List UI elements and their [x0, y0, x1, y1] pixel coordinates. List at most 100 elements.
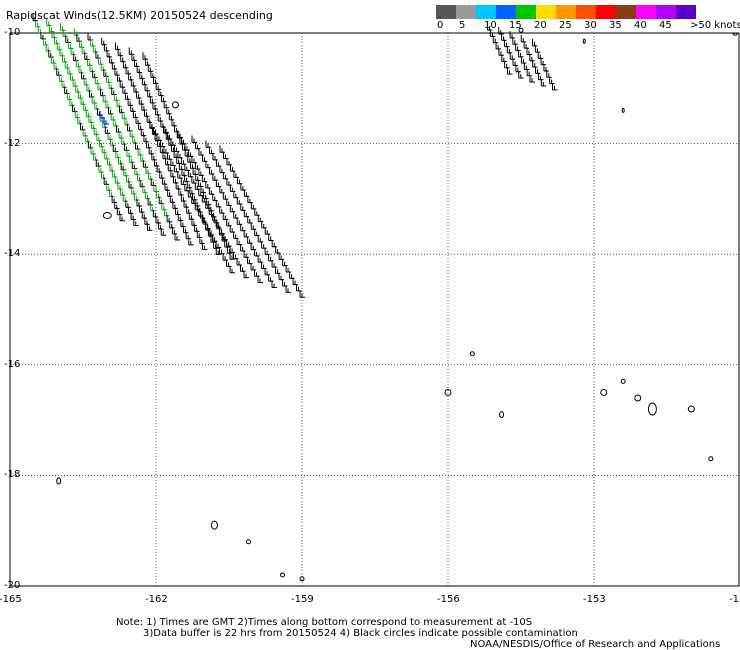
wind-barb: [173, 164, 180, 173]
wind-barb: [247, 195, 253, 204]
wind-barb: [257, 275, 263, 284]
legend-swatch: [436, 5, 456, 19]
wind-barb: [32, 13, 38, 22]
wind-barb: [215, 199, 222, 208]
wind-speed-legend: [436, 5, 696, 19]
wind-barb: [177, 150, 183, 159]
wind-barb: [268, 253, 274, 262]
wind-barb: [243, 209, 250, 218]
legend-swatch: [616, 5, 636, 19]
wind-barb: [205, 221, 211, 230]
wind-barb: [219, 165, 225, 174]
island-outline: [280, 572, 286, 578]
wind-barb: [212, 213, 218, 222]
legend-label: 25: [559, 20, 572, 31]
wind-barb: [187, 149, 194, 157]
wind-barb: [229, 225, 236, 233]
wind-barb: [229, 265, 235, 274]
legend-label: 40: [634, 20, 647, 31]
legend-label: 30: [584, 20, 597, 31]
wind-barb: [532, 38, 538, 47]
wind-barb: [219, 206, 225, 214]
wind-barb: [509, 31, 515, 39]
wind-barb: [166, 152, 173, 160]
wind-barb: [254, 208, 260, 216]
wind-barb: [518, 71, 524, 79]
wind-barb: [208, 146, 215, 155]
legend-swatch: [636, 5, 656, 19]
wind-barb: [229, 252, 235, 260]
wind-barb: [215, 159, 222, 167]
longitude-tick-label: -159: [291, 594, 314, 605]
wind-barb: [180, 136, 187, 145]
note-line-2: 3)Data buffer is 22 hrs from 20150524 4)…: [143, 628, 578, 639]
legend-swatch: [456, 5, 476, 19]
wind-barb: [198, 188, 204, 197]
wind-barb: [299, 290, 305, 298]
wind-barb: [261, 261, 267, 270]
wind-barb: [275, 246, 281, 254]
wind-barb: [194, 162, 201, 170]
legend-swatch: [556, 5, 576, 19]
wind-barb: [205, 201, 211, 209]
wind-barb: [507, 67, 513, 75]
wind-barb: [73, 28, 80, 36]
island-outline: [732, 32, 738, 36]
island-outline: [687, 405, 695, 413]
latitude-tick-label: -20: [4, 580, 21, 591]
wind-barb: [285, 265, 292, 273]
wind-barb: [233, 211, 239, 219]
wind-barb: [540, 78, 547, 87]
wind-barb: [247, 236, 253, 244]
wind-barb: [191, 176, 197, 184]
wind-barb: [282, 258, 288, 267]
wind-barb: [194, 202, 201, 211]
wind-barb: [215, 220, 222, 228]
wind-barb: [226, 239, 232, 247]
legend-swatch: [676, 5, 696, 19]
wind-barb: [261, 241, 267, 249]
wind-barb: [222, 192, 229, 200]
wind-barb: [226, 198, 232, 206]
wind-barb: [198, 168, 204, 176]
wind-barb: [264, 267, 271, 276]
wind-barb: [250, 201, 257, 210]
wind-barb: [240, 183, 246, 191]
island-outline: [171, 101, 179, 109]
wind-barb: [250, 222, 257, 230]
wind-barb: [46, 18, 52, 27]
wind-barb: [184, 183, 190, 192]
wind-barb: [289, 271, 295, 279]
wind-barb: [487, 23, 493, 31]
wind-barb: [184, 163, 190, 171]
wind-barb: [240, 244, 246, 252]
wind-barb: [152, 127, 159, 135]
wind-barb: [205, 160, 211, 169]
wind-barb: [194, 182, 201, 190]
wind-barb: [257, 234, 264, 243]
latitude-tick-label: -14: [4, 248, 21, 260]
wind-barb: [229, 204, 236, 213]
legend-label: 35: [609, 20, 622, 31]
graticule: [9, 32, 740, 587]
wind-barb: [174, 233, 180, 241]
wind-barb: [247, 256, 253, 265]
wind-barb: [215, 179, 222, 188]
wind-barb: [250, 262, 257, 271]
wind-barb: [520, 34, 527, 43]
wind-barb: [268, 233, 274, 242]
wind-barb: [552, 82, 558, 91]
wind-barb: [229, 245, 236, 253]
legend-swatch: [596, 5, 616, 19]
island-outline: [245, 539, 251, 545]
island-outline: [469, 351, 475, 357]
wind-barb: [222, 212, 229, 221]
wind-barb: [282, 279, 288, 287]
wind-barb: [529, 75, 535, 83]
note-line-1: Note: 1) Times are GMT 2)Times along bot…: [116, 617, 533, 628]
wind-barb: [257, 214, 264, 223]
island-outline: [582, 38, 586, 44]
latitude-tick-label: -16: [4, 358, 21, 370]
wind-barb: [247, 216, 253, 224]
